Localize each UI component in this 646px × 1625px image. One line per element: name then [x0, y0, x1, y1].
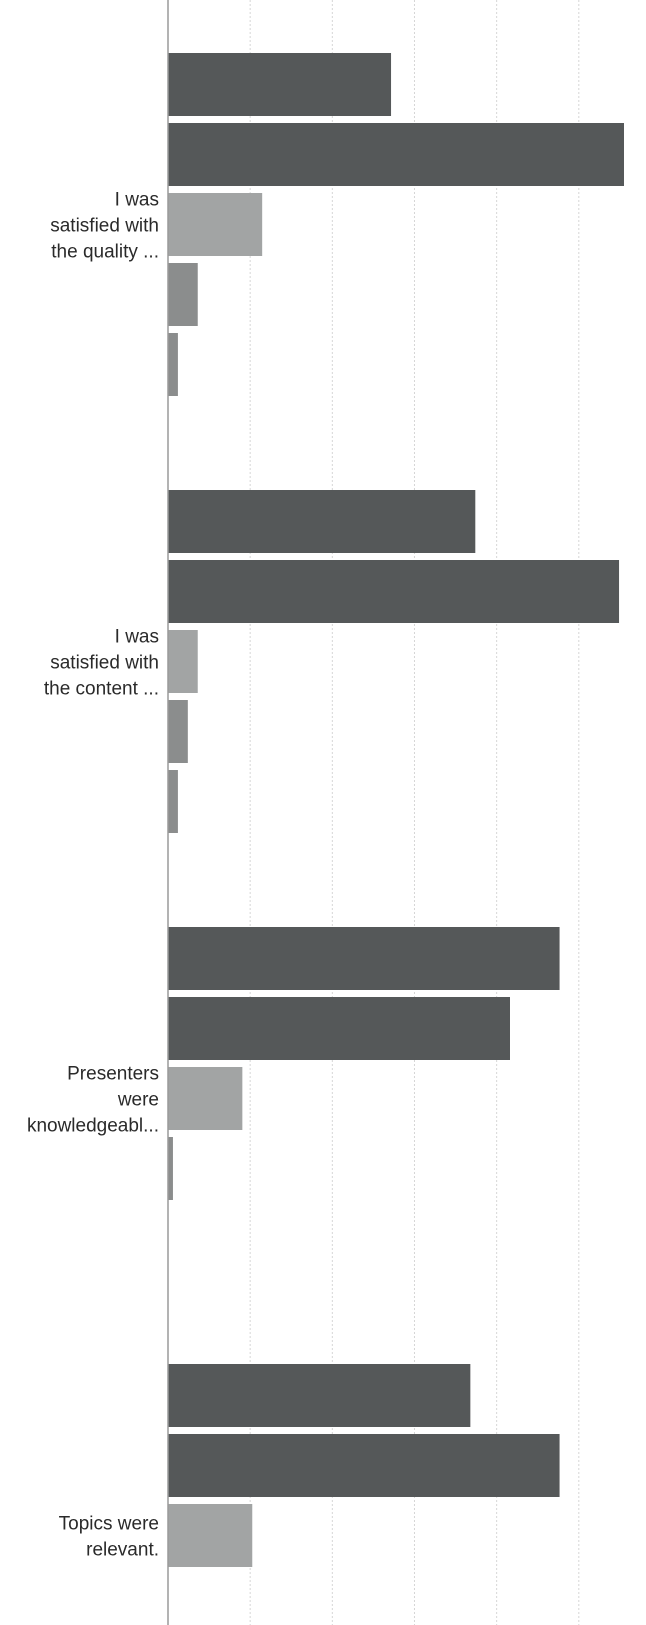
bar [168, 263, 198, 326]
bar [168, 927, 560, 990]
bar [168, 1137, 173, 1200]
bar [168, 193, 263, 256]
bar [168, 123, 624, 186]
category-label: I was [115, 627, 159, 648]
bar [168, 490, 476, 553]
category-label: satisfied with [50, 216, 159, 237]
bar [168, 333, 178, 396]
gridlines [249, 0, 580, 1625]
bar [168, 1434, 560, 1497]
bar [168, 1504, 253, 1567]
bar [168, 997, 510, 1060]
bar [168, 700, 188, 763]
bar [168, 770, 178, 833]
category-label: Topics were [59, 1514, 159, 1535]
bar [168, 630, 198, 693]
bar [168, 1067, 243, 1130]
category-label: relevant. [86, 1540, 159, 1561]
category-label: the content ... [44, 679, 159, 700]
bars [168, 53, 624, 1567]
bar [168, 1364, 471, 1427]
category-label: knowledgeabl... [27, 1116, 159, 1137]
bar [168, 53, 392, 116]
category-labels: I was satisfied with the quality ... I was s… [27, 190, 159, 1561]
bar [168, 560, 620, 623]
category-label: Presenters [67, 1064, 159, 1085]
category-label: satisfied with [50, 653, 159, 674]
category-label: were [117, 1090, 159, 1111]
category-label: I was [115, 190, 159, 211]
category-label: the quality ... [51, 242, 159, 263]
